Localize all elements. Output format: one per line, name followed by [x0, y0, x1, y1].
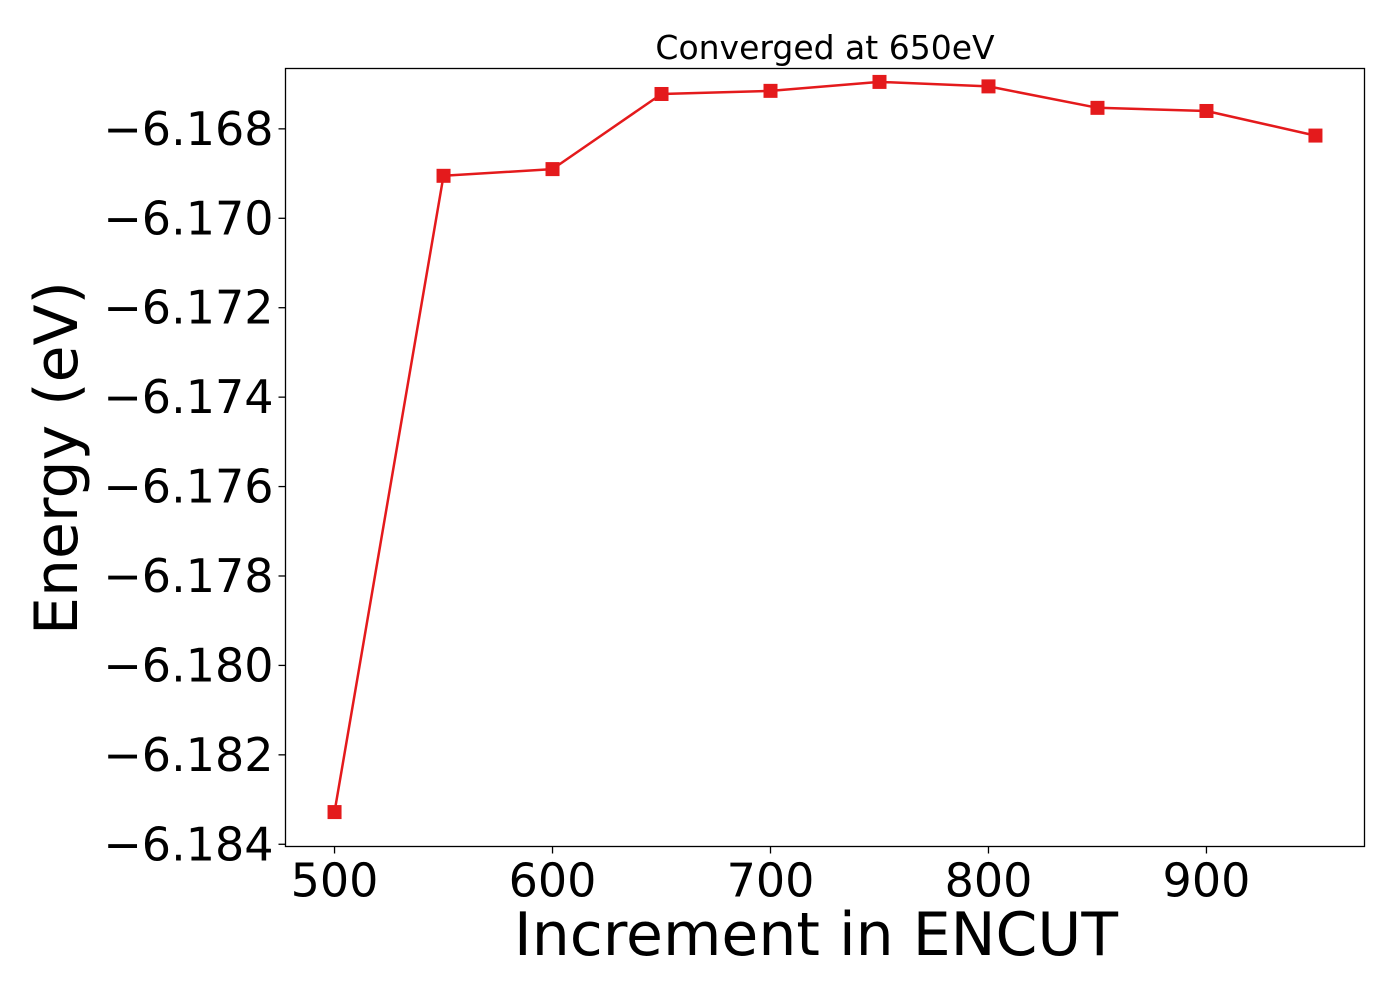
y-tick-label: −6.168 — [103, 102, 273, 156]
series-line — [333, 80, 1316, 813]
data-point-marker — [327, 805, 342, 820]
x-tick-label: 700 — [727, 854, 815, 908]
x-axis: 500 600 700 800 900 — [291, 846, 1251, 908]
x-axis-title: Increment in ENCUT — [514, 900, 1118, 970]
x-tick-label: 600 — [509, 854, 597, 908]
y-axis-title: Energy (eV) — [22, 281, 92, 635]
y-tick-label: −6.182 — [103, 728, 273, 782]
data-point-marker — [1199, 103, 1214, 118]
x-tick-label: 800 — [945, 854, 1033, 908]
y-tick-label: −6.176 — [103, 460, 273, 514]
data-point-marker — [654, 86, 669, 101]
x-tick-label: 500 — [291, 854, 379, 908]
y-tick-label: −6.180 — [103, 638, 273, 692]
y-tick-label: −6.178 — [103, 549, 273, 603]
data-point-marker — [763, 83, 778, 98]
x-tick-label: 900 — [1163, 854, 1251, 908]
y-axis: −6.184 −6.182 −6.180 −6.178 −6.176 −6.174 −6.1… — [103, 102, 286, 871]
y-tick-label: −6.184 — [103, 817, 273, 871]
chart-title: Converged at 650eV — [655, 28, 995, 67]
data-point-marker — [436, 168, 451, 183]
data-point-marker — [1090, 100, 1105, 115]
data-point-marker — [1308, 128, 1323, 143]
plot-area-frame — [284, 67, 1366, 848]
y-tick-label: −6.174 — [103, 370, 273, 424]
data-point-marker — [872, 74, 887, 89]
y-tick-label: −6.172 — [103, 281, 273, 335]
data-point-marker — [545, 162, 560, 177]
series-layer — [327, 74, 1323, 820]
y-tick-label: −6.170 — [103, 191, 273, 245]
data-point-marker — [981, 79, 996, 94]
